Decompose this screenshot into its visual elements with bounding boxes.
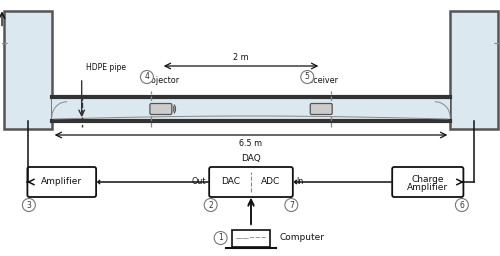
Text: Amplifier: Amplifier — [41, 177, 82, 187]
Text: 1: 1 — [218, 233, 223, 242]
Text: 2 m: 2 m — [233, 54, 249, 62]
Circle shape — [204, 198, 217, 211]
Circle shape — [22, 198, 36, 211]
Text: ——~~~: ——~~~ — [235, 236, 267, 241]
Text: 2: 2 — [208, 200, 213, 209]
Bar — [4, 11, 52, 129]
Text: DAC: DAC — [222, 177, 240, 187]
Text: 6.5 m: 6.5 m — [240, 138, 262, 147]
FancyBboxPatch shape — [209, 167, 293, 197]
FancyBboxPatch shape — [28, 167, 96, 197]
Text: 6: 6 — [460, 200, 464, 209]
Circle shape — [456, 198, 468, 211]
Text: Computer: Computer — [280, 233, 324, 242]
Text: 4: 4 — [144, 72, 150, 81]
FancyBboxPatch shape — [150, 103, 172, 114]
Bar — [232, 230, 270, 247]
Text: HDPE pipe: HDPE pipe — [86, 63, 126, 72]
Circle shape — [214, 231, 227, 244]
Bar — [52, 97, 450, 121]
FancyBboxPatch shape — [310, 103, 332, 114]
Circle shape — [285, 198, 298, 211]
Text: In: In — [296, 177, 303, 187]
Text: Amplifier: Amplifier — [407, 183, 449, 191]
Text: 3: 3 — [26, 200, 32, 209]
Text: DAQ: DAQ — [241, 154, 261, 163]
Text: ADC: ADC — [262, 177, 280, 187]
Text: 7: 7 — [289, 200, 294, 209]
Text: Charge: Charge — [412, 175, 444, 184]
Text: 5: 5 — [305, 72, 310, 81]
FancyBboxPatch shape — [392, 167, 464, 197]
Circle shape — [301, 70, 314, 83]
Text: Projector: Projector — [143, 76, 179, 85]
Circle shape — [140, 70, 153, 83]
Text: Receiver: Receiver — [304, 76, 338, 85]
Text: Out: Out — [192, 177, 206, 187]
Bar — [450, 11, 498, 129]
